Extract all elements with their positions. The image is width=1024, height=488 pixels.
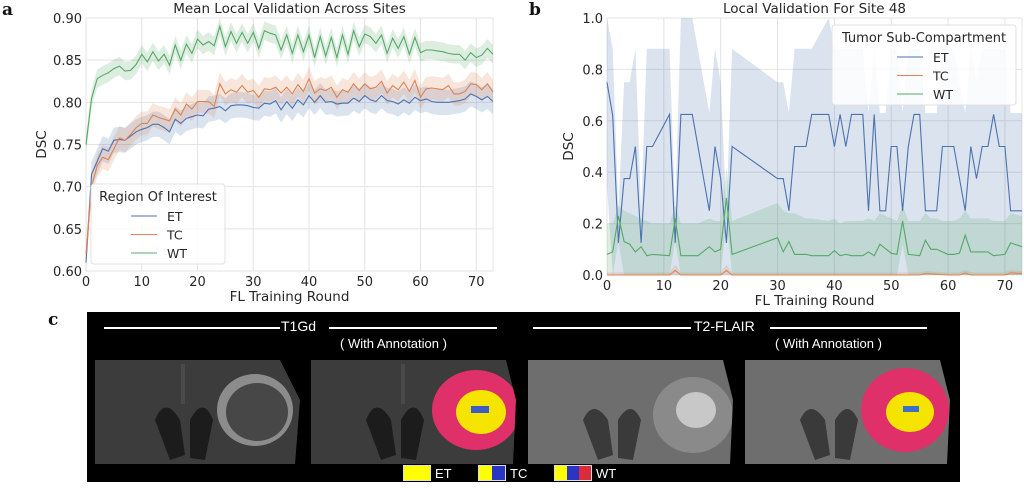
band-wt [86,18,493,154]
mri-slice-t1gd-annotated [311,360,518,464]
flair-subtitle: ( With Annotation ) [775,336,882,351]
x-tick-label: 0 [82,275,90,290]
x-tick-label: 40 [826,279,843,294]
legend-label-wt: WT [933,87,953,102]
t1gd-title: T1Gd [281,318,317,334]
t1gd-rule-left [104,327,280,329]
y-axis-label-a: DSC [34,130,50,158]
t1gd-subtitle: ( With Annotation ) [340,336,447,351]
y-tick-label: 0.85 [53,54,82,69]
legend-label-wt: WT [167,246,187,261]
x-tick-label: 40 [301,275,318,290]
y-tick-label: 0.0 [582,269,603,284]
y-axis-label-b: DSC [561,132,577,160]
y-tick-label: 0.2 [582,218,603,233]
mri-slice-flair [528,360,735,464]
x-tick-label: 60 [940,279,957,294]
line-wt [85,24,494,145]
chart-title-b: Local Validation For Site 48 [723,1,906,17]
y-tick-label: 0.65 [53,223,82,238]
flair-rule-right [770,327,927,329]
x-tick-label: 50 [356,275,373,290]
line-tc [85,77,494,255]
legend-label-tc: TC [166,228,183,243]
legend-frame [90,183,226,265]
x-axis-label-b: FL Training Round [755,293,875,309]
legend-a: Region Of Interest ET TC WT [90,183,226,265]
line-et [606,82,1022,243]
y-tick-label: 0.60 [53,265,82,280]
x-axis-label-a: FL Training Round [230,289,350,305]
y-tick-label: 0.75 [53,139,82,154]
mri-legend-et: ET [403,465,452,481]
x-tick-label: 20 [189,275,206,290]
band-tc [86,66,493,266]
chart-a: 0 10 20 30 40 50 60 70 0.60 0.65 0.70 0.75 0.80 0.85 0… [34,1,494,305]
x-tick-label: 50 [883,279,900,294]
et-legend-label: ET [435,465,452,481]
t1gd-rule-right [329,327,497,329]
et-swatch [403,465,431,481]
panel-a-label: a [2,0,14,20]
wt-swatch [554,465,592,481]
tc-swatch [478,465,506,481]
chart-title-a: Mean Local Validation Across Sites [173,1,406,17]
y-tick-label: 0.90 [53,12,82,27]
y-tick-label: 1.0 [582,12,603,27]
tc-legend-label: TC [510,465,528,481]
band-tc [607,264,1022,275]
flair-title: T2-FLAIR [694,318,755,334]
legend-title: Region Of Interest [99,190,217,205]
mri-legend-tc: TC [478,465,527,481]
line-wt [606,197,1023,257]
wt-legend-label: WT [596,465,617,481]
x-tick-label: 60 [412,275,429,290]
y-tick-label: 0.70 [53,181,82,196]
mri-slice-t1gd [95,360,302,464]
legend-frame [831,24,1017,106]
x-tick-label: 10 [656,279,673,294]
mri-slice-flair-annotated [745,360,952,464]
legend-label-tc: TC [932,69,949,84]
x-tick-label: 10 [133,275,150,290]
legend-label-et: ET [933,50,949,65]
y-tick-label: 0.6 [582,115,603,130]
legend-label-et: ET [167,209,183,224]
panel-b-label: b [529,0,541,20]
line-et [85,93,494,263]
legend-title: Tumor Sub-Compartment [841,31,1006,46]
chart-b: 0 10 20 30 40 50 60 70 0.0 0.2 0.4 0.6 0.8 1.0 Local V… [561,1,1023,309]
band-et [86,81,493,271]
mri-legend-wt: WT [554,465,616,481]
x-tick-label: 70 [468,275,485,290]
series-layer-a [85,18,494,271]
y-tick-label: 0.4 [582,166,603,181]
y-tick-label: 0.8 [582,63,603,78]
flair-rule-left [533,327,691,329]
x-tick-label: 20 [712,279,729,294]
x-tick-label: 30 [245,275,262,290]
panel-c-label: c [48,310,59,330]
x-tick-label: 0 [603,279,611,294]
x-tick-label: 30 [769,279,786,294]
legend-b: Tumor Sub-Compartment ET TC WT [831,24,1017,106]
x-tick-label: 70 [997,279,1014,294]
mri-panel: T1Gd ( With Annotation ) T2-FLAIR ( With… [87,312,960,482]
y-tick-label: 0.80 [53,96,82,111]
